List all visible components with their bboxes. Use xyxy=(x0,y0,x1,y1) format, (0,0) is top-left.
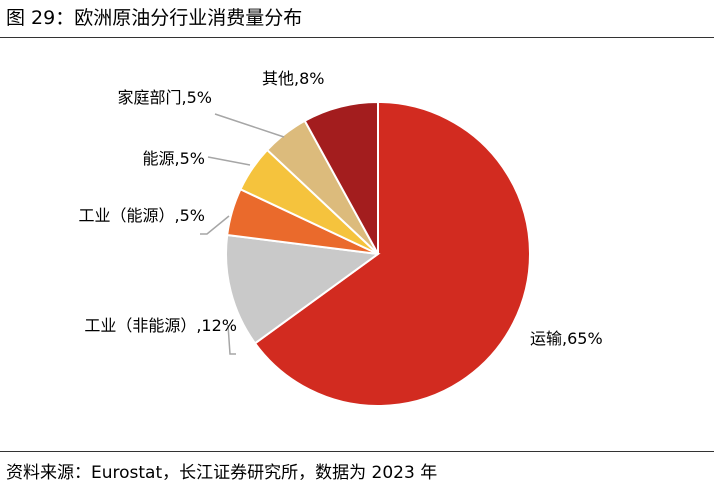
slice-label: 工业（能源）,5% xyxy=(79,206,205,225)
slice-labels: 运输,65% 工业（非能源）,12% 工业（能源）,5% 能源,5% 家庭部门,5% 其他… xyxy=(79,69,603,348)
pie-chart: 运输,65% 工业（非能源）,12% 工业（能源）,5% 能源,5% 家庭部门,5% 其他… xyxy=(79,69,603,407)
slice-label: 运输,65% xyxy=(530,329,603,348)
pie-slices xyxy=(225,100,531,407)
figure-title: 图 29：欧洲原油分行业消费量分布 xyxy=(6,7,303,29)
slice-label: 家庭部门,5% xyxy=(118,88,212,107)
title-rule xyxy=(0,37,714,38)
leader-line xyxy=(200,215,230,235)
source-rule xyxy=(0,451,714,452)
leader-line xyxy=(207,156,251,166)
pie-slice xyxy=(303,100,379,255)
slice-label: 工业（非能源）,12% xyxy=(84,316,237,335)
source-note: 资料来源：Eurostat，长江证券研究所，数据为 2023 年 xyxy=(6,463,438,483)
leader-line xyxy=(227,324,236,355)
leader-line xyxy=(214,113,285,138)
pie-slice xyxy=(225,233,381,345)
leader-lines xyxy=(200,113,285,355)
pie-slice xyxy=(253,100,531,407)
slice-label: 其他,8% xyxy=(262,69,324,88)
slice-label: 能源,5% xyxy=(143,149,205,168)
